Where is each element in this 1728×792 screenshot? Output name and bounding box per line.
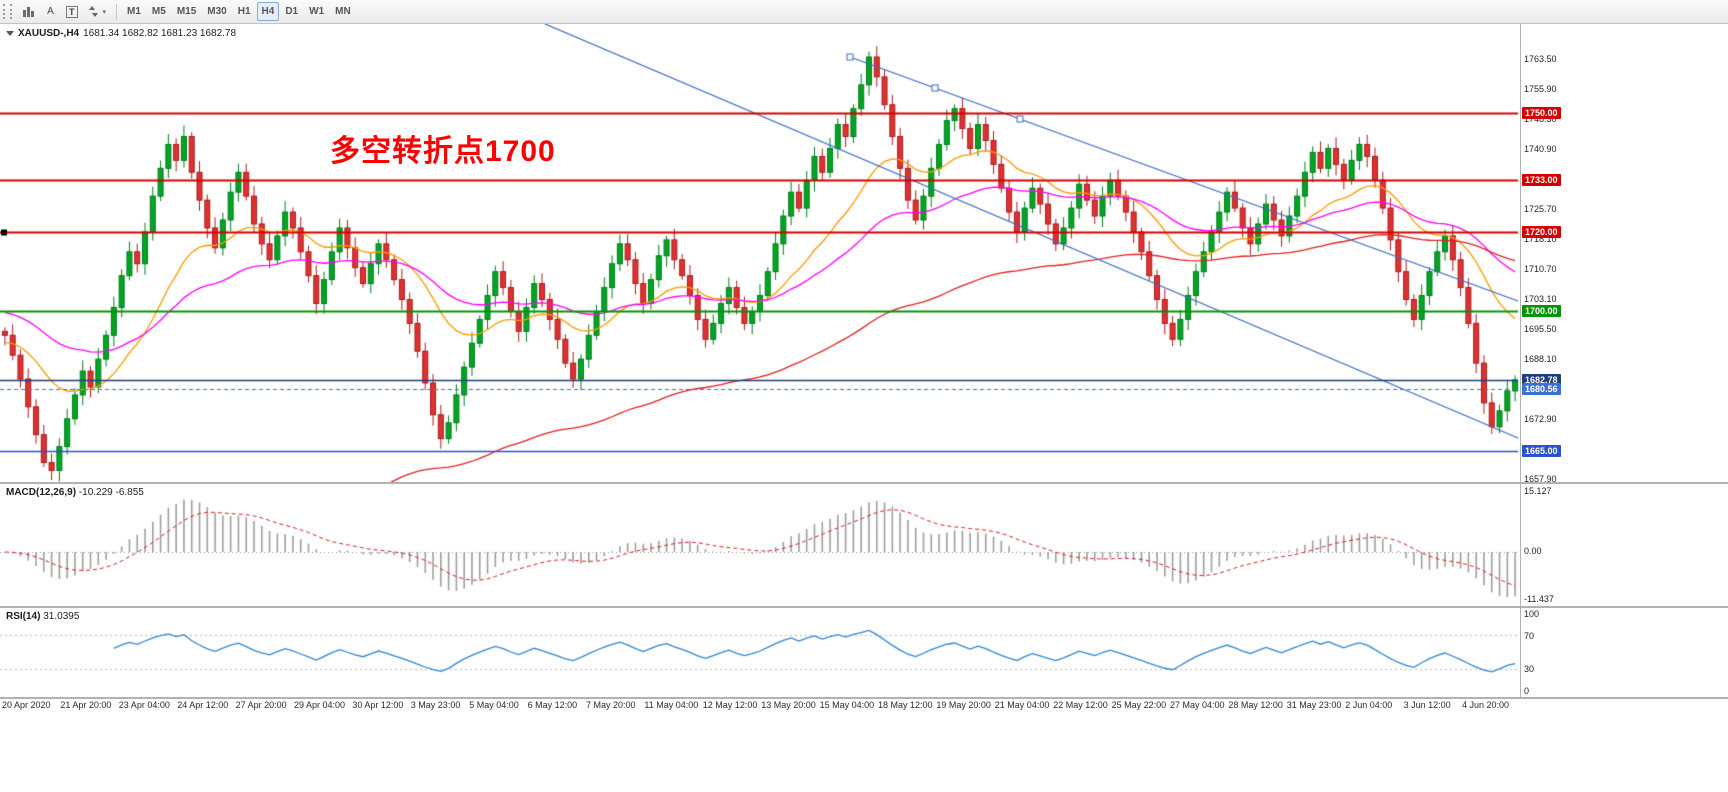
macd-values: -10.229 -6.855 (78, 487, 144, 498)
indicators-dropdown-button[interactable]: ▾ (84, 2, 112, 21)
time-tick: 21 May 04:00 (994, 700, 1050, 710)
rsi-label: RSI(14) 31.0395 (6, 611, 79, 622)
cursor-tool-button[interactable]: A (41, 2, 60, 21)
cursor-tool-label: A (47, 6, 54, 17)
price-level-badge-1720.00: 1720.00 (1522, 225, 1561, 238)
time-tick: 6 May 12:00 (527, 700, 578, 710)
rsi-scale-tick: 30 (1524, 664, 1535, 674)
time-tick: 3 May 23:00 (410, 700, 461, 710)
price-tick: 1718.10 (1524, 234, 1557, 245)
price-level-badge-1680.56: 1680.56 (1522, 382, 1561, 395)
timeframe-button-M30[interactable]: M30 (207, 6, 227, 17)
price-level-badge-1750.00: 1750.00 (1522, 106, 1561, 119)
time-tick: 3 Jun 12:00 (1403, 700, 1451, 710)
macd-label: MACD(12,26,9) -10.229 -6.855 (6, 487, 144, 498)
time-tick: 5 May 04:00 (469, 700, 519, 710)
chart-text-annotation[interactable]: 多空转折点1700 (330, 135, 556, 168)
price-tick: 1688.10 (1524, 353, 1557, 364)
text-tool-icon: T (66, 5, 78, 18)
panel-separator[interactable] (0, 482, 1728, 484)
rsi-panel-canvas[interactable] (0, 608, 1520, 697)
price-tick: 1763.50 (1524, 53, 1557, 64)
time-tick: 19 May 20:00 (936, 700, 991, 710)
timeframe-button-M15[interactable]: M15 (176, 6, 197, 17)
price-tick: 1672.90 (1524, 414, 1557, 425)
price-axis[interactable]: 1763.501755.901748.301740.901733.301725.… (1521, 24, 1581, 484)
collapse-triangle-icon (6, 31, 14, 36)
price-tick: 1740.90 (1524, 143, 1557, 154)
price-level-badge-1665.00: 1665.00 (1522, 444, 1561, 457)
price-tick: 1755.90 (1524, 84, 1557, 95)
toolbar: A T ▾ M1 M5 M15 M30 H1 H4 D1 W1 MN (0, 0, 1728, 24)
rsi-scale-tick: 70 (1524, 631, 1535, 641)
time-tick: 30 Apr 12:00 (352, 700, 404, 710)
symbol-ohlc-line[interactable]: XAUUSD-,H4 1681.34 1682.82 1681.23 1682.… (6, 28, 236, 39)
macd-scale-tick: 0.00 (1524, 546, 1542, 556)
chevron-down-icon: ▾ (102, 8, 107, 16)
timeframe-button-MN[interactable]: MN (335, 6, 351, 17)
timeframe-group: M1 M5 M15 M30 H1 H4 D1 W1 MN (122, 2, 356, 21)
time-tick: 11 May 04:00 (644, 700, 699, 710)
time-tick: 23 Apr 04:00 (118, 700, 170, 710)
price-tick: 1657.90 (1524, 473, 1557, 484)
time-tick: 31 May 23:00 (1286, 700, 1342, 710)
time-tick: 24 Apr 12:00 (177, 700, 229, 710)
macd-scale-tick: -11.437 (1524, 594, 1554, 604)
price-tick: 1748.30 (1524, 114, 1557, 125)
toolbar-drag-handle[interactable] (3, 4, 12, 19)
price-scale-separator (1520, 24, 1521, 699)
price-level-badge-1733.00: 1733.00 (1522, 174, 1561, 187)
text-tool-button[interactable]: T (61, 2, 83, 21)
bar-chart-icon[interactable] (17, 2, 40, 21)
price-tick: 1710.70 (1524, 263, 1557, 274)
rsi-scale-tick: 100 (1524, 609, 1540, 619)
macd-name: MACD(12,26,9) (6, 487, 77, 498)
timeframe-button-D1[interactable]: D1 (285, 6, 299, 17)
time-tick: 20 Apr 2020 (2, 700, 51, 710)
time-tick: 2 Jun 04:00 (1345, 700, 1393, 710)
symbol-ohlc-values: 1681.34 1682.82 1681.23 1682.78 (83, 28, 237, 39)
time-tick: 15 May 04:00 (819, 700, 875, 710)
time-tick: 27 Apr 20:00 (235, 700, 287, 710)
price-tick: 1725.70 (1524, 204, 1557, 215)
rsi-scale-tick: 0 (1524, 686, 1530, 696)
rsi-value: 31.0395 (43, 611, 80, 622)
macd-scale-tick: 15.127 (1524, 486, 1552, 496)
symbol-name: XAUUSD-,H4 (18, 28, 80, 39)
toolbar-separator (116, 3, 118, 20)
timeframe-button-M5[interactable]: M5 (151, 6, 166, 17)
panel-separator[interactable] (0, 606, 1728, 608)
price-tick: 1703.10 (1524, 294, 1557, 305)
macd-axis[interactable]: 15.127 0.00 -11.437 (1521, 484, 1581, 606)
price-level-badge-1700.00: 1700.00 (1522, 305, 1561, 318)
rsi-axis[interactable]: 100 70 30 0 (1521, 608, 1581, 697)
rsi-name: RSI(14) (6, 611, 41, 622)
time-tick: 22 May 12:00 (1053, 700, 1108, 710)
time-tick: 29 Apr 04:00 (294, 700, 346, 710)
macd-panel-canvas[interactable] (0, 484, 1520, 606)
timeframe-button-H4[interactable]: H4 (256, 2, 280, 21)
time-tick: 18 May 12:00 (878, 700, 933, 710)
time-axis[interactable]: 20 Apr 2020 21 Apr 20:00 23 Apr 04:00 24 Ap… (0, 700, 1520, 714)
time-tick: 13 May 20:00 (761, 700, 816, 710)
bar-chart-icon-glyph (23, 7, 34, 17)
time-tick: 7 May 20:00 (586, 700, 636, 710)
time-tick: 12 May 12:00 (702, 700, 758, 710)
panel-separator[interactable] (0, 697, 1728, 699)
time-tick: 21 Apr 20:00 (60, 700, 112, 710)
time-tick: 27 May 04:00 (1170, 700, 1225, 710)
main-chart-canvas[interactable] (0, 24, 1520, 482)
timeframe-button-H1[interactable]: H1 (237, 6, 251, 17)
timeframe-button-M1[interactable]: M1 (127, 6, 141, 17)
time-tick: 28 May 12:00 (1228, 700, 1283, 710)
indicator-arrows-icon (88, 6, 98, 17)
timeframe-button-W1[interactable]: W1 (309, 6, 325, 17)
price-tick: 1695.50 (1524, 324, 1557, 335)
time-tick: 4 Jun 20:00 (1462, 700, 1510, 710)
time-tick: 25 May 22:00 (1111, 700, 1167, 710)
